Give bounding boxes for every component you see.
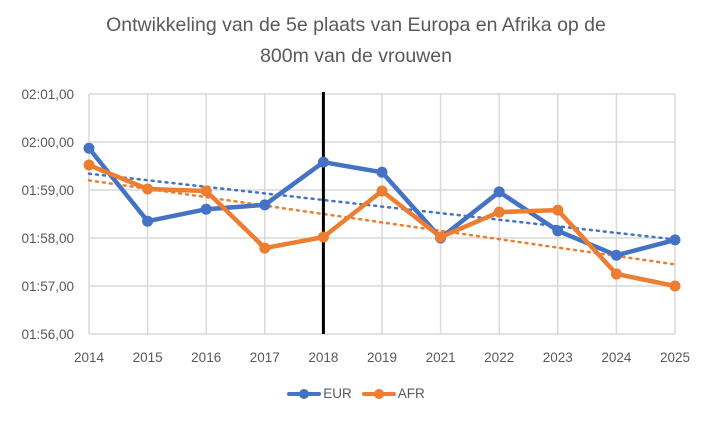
data-point-afr	[552, 204, 564, 216]
x-tick-label: 2017	[250, 350, 280, 365]
data-point-afr	[83, 159, 95, 171]
y-axis-tick-labels: 01:56,00 01:57,00 01:58,00 01:59,00 02:00,00…	[21, 87, 74, 342]
series-lines	[83, 142, 681, 292]
x-tick-label: 2019	[367, 350, 397, 365]
y-tick-label: 01:57,00	[21, 279, 74, 294]
x-tick-label: 2023	[543, 350, 573, 365]
y-tick-label: 02:01,00	[21, 87, 74, 102]
data-point-afr	[200, 185, 212, 197]
x-tick-label: 2021	[426, 350, 456, 365]
data-point-eur	[669, 234, 681, 246]
data-point-afr	[317, 231, 329, 243]
chart-title-line-1: Ontwikkeling van de 5e plaats van Europa…	[106, 14, 606, 36]
x-tick-label: 2015	[133, 350, 163, 365]
data-point-afr	[142, 183, 154, 195]
x-tick-label: 2014	[74, 350, 105, 365]
chart-title: Ontwikkeling van de 5e plaats van Europa…	[0, 10, 712, 72]
y-tick-label: 01:59,00	[21, 183, 74, 198]
x-tick-label: 2022	[484, 350, 514, 365]
chart-title-line-2: 800m van de vrouwen	[260, 45, 452, 67]
data-point-eur	[83, 142, 95, 154]
data-point-eur	[142, 215, 154, 227]
x-tick-label: 2024	[601, 350, 632, 365]
data-point-eur	[610, 249, 622, 261]
data-point-afr	[435, 231, 447, 243]
data-point-eur	[317, 156, 329, 168]
x-tick-label: 2018	[308, 350, 338, 365]
data-point-eur	[259, 199, 271, 211]
data-point-afr	[259, 242, 271, 254]
data-point-afr	[493, 206, 505, 218]
trendline-afr	[87, 179, 677, 266]
data-point-afr	[376, 185, 388, 197]
legend-item-eur: EUR	[287, 386, 352, 401]
x-tick-label: 2025	[660, 350, 690, 365]
legend-item-afr: AFR	[361, 386, 425, 401]
data-point-eur	[200, 203, 212, 215]
data-point-eur	[376, 166, 388, 178]
data-point-afr	[610, 268, 622, 280]
data-point-afr	[669, 280, 681, 292]
legend-label-afr: AFR	[397, 386, 425, 401]
x-tick-label: 2016	[191, 350, 221, 365]
legend-label-eur: EUR	[323, 386, 352, 401]
y-tick-label: 01:58,00	[21, 231, 74, 246]
legend: EUR AFR	[0, 386, 712, 401]
legend-swatch-eur	[287, 388, 322, 399]
y-tick-label: 01:56,00	[21, 327, 74, 342]
data-point-eur	[493, 186, 505, 198]
data-point-eur	[552, 225, 564, 237]
x-axis-tick-labels: 2014 2015 2016 2017 2018 2019 2021 2022 2023 2024…	[74, 350, 690, 365]
legend-swatch-afr	[361, 388, 396, 399]
y-tick-label: 02:00,00	[21, 135, 74, 150]
